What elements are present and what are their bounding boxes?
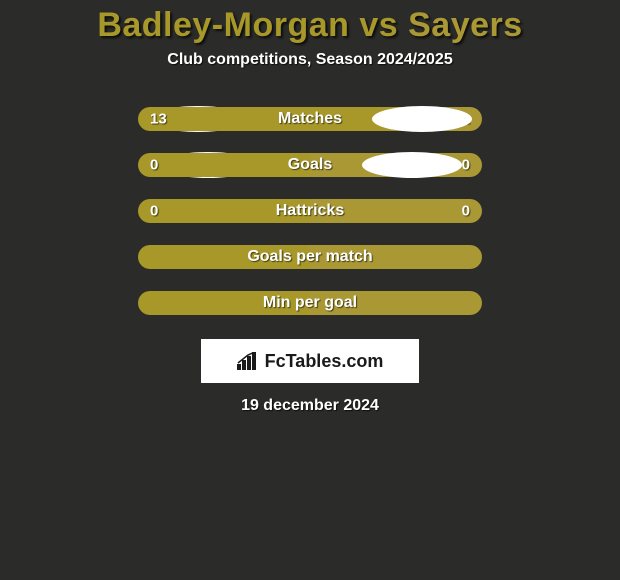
bar-chart-icon (237, 352, 259, 370)
stat-row: Min per goal (138, 291, 482, 315)
title-vs: vs (349, 6, 408, 44)
stat-row: 131Matches (138, 107, 482, 131)
page-title: Badley-Morgan vs Sayers (97, 6, 522, 45)
stat-label: Hattricks (138, 202, 482, 220)
stat-label: Goals per match (138, 248, 482, 266)
stat-bar: Min per goal (138, 291, 482, 315)
comparison-card: Badley-Morgan vs Sayers Club competition… (0, 0, 620, 415)
logo: FcTables.com (237, 351, 384, 372)
stat-label: Min per goal (138, 294, 482, 312)
stat-row: 00Hattricks (138, 199, 482, 223)
player-avatar-right (362, 152, 462, 178)
stat-bar: Goals per match (138, 245, 482, 269)
logo-text: FcTables.com (265, 351, 384, 372)
stat-rows: 131Matches 00Goals 00Hattricks Goals per ma… (138, 107, 482, 337)
title-player-right: Sayers (408, 6, 523, 44)
subtitle: Club competitions, Season 2024/2025 (167, 51, 452, 69)
logo-box: FcTables.com (201, 339, 419, 383)
stat-row: Goals per match (138, 245, 482, 269)
title-player-left: Badley-Morgan (97, 6, 349, 44)
date: 19 december 2024 (241, 397, 379, 415)
stat-row: 00Goals (138, 153, 482, 177)
player-avatar-right (372, 106, 472, 132)
stat-bar: 00Hattricks (138, 199, 482, 223)
